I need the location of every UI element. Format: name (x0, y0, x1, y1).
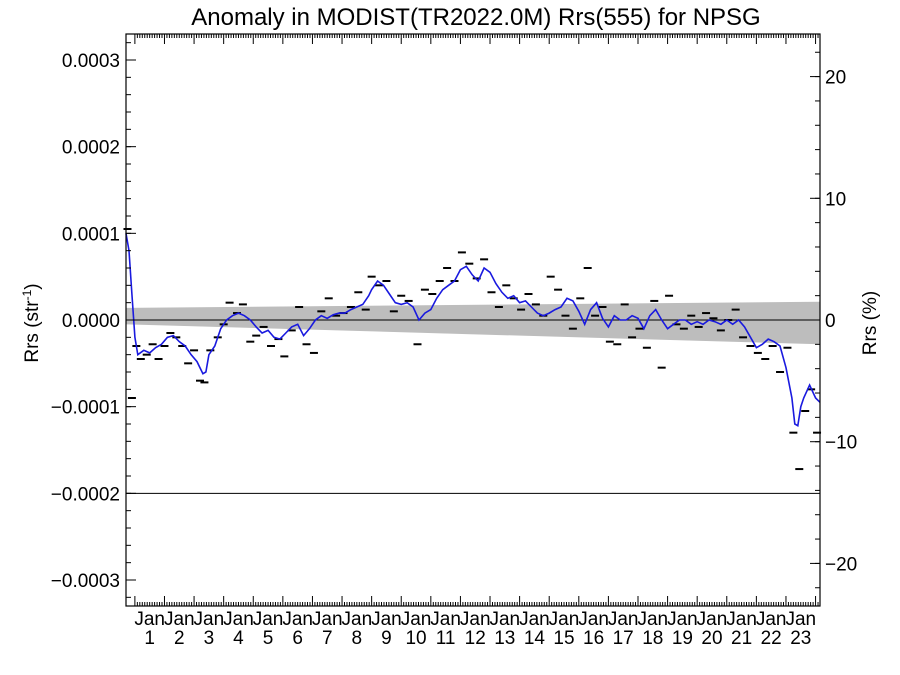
x-tick-label-year: 14 (524, 628, 546, 649)
svg-text:Rrs (str-1): Rrs (str-1) (20, 283, 43, 362)
x-tick-label-month: Jan (371, 609, 402, 630)
x-tick-label-month: Jan (667, 609, 698, 630)
x-tick-label-month: Jan (430, 609, 461, 630)
x-tick-label-month: Jan (223, 609, 254, 630)
y-tick-label-right: 20 (825, 68, 846, 89)
x-tick-label-month: Jan (164, 609, 195, 630)
x-tick-label-year: 2 (174, 628, 185, 649)
x-tick-label-year: 13 (494, 628, 515, 649)
y-tick-label-left: −0.0002 (51, 484, 120, 505)
x-tick-label-year: 1 (144, 628, 155, 649)
x-tick-label-month: Jan (697, 609, 728, 630)
x-tick-label-month: Jan (608, 609, 639, 630)
x-tick-label-year: 16 (583, 628, 604, 649)
x-tick-label-month: Jan (549, 609, 580, 630)
y-tick-label-left: −0.0003 (51, 571, 120, 592)
y-tick-label-right: 0 (825, 311, 836, 332)
y-tick-label-left: 0.0001 (62, 224, 120, 245)
x-tick-label-month: Jan (785, 609, 816, 630)
plot-area (123, 228, 822, 494)
y-axis-label-left-text: Rrs (str (22, 300, 43, 363)
x-tick-label-year: 19 (672, 628, 693, 649)
y-axis-label-left-sup: -1 (20, 289, 34, 300)
y-tick-label-left: 0.0003 (62, 51, 120, 72)
x-tick-label-year: 12 (465, 628, 486, 649)
x-tick-label-month: Jan (460, 609, 491, 630)
x-tick-label-year: 5 (263, 628, 274, 649)
y-axis-label-right: Rrs (%) (860, 291, 881, 355)
x-tick-label-month: Jan (134, 609, 165, 630)
y-tick-label-right: −20 (825, 554, 857, 575)
x-tick-label-year: 15 (553, 628, 574, 649)
x-tick-label-month: Jan (401, 609, 432, 630)
y-tick-label-left: −0.0001 (51, 398, 120, 419)
trend-band (126, 301, 820, 345)
y-axis-label-left-close: ) (22, 283, 43, 289)
x-tick-label-month: Jan (489, 609, 520, 630)
x-tick-label-month: Jan (194, 609, 225, 630)
y-axis-label-left: Rrs (str-1) (20, 283, 43, 362)
x-tick-label-year: 8 (352, 628, 363, 649)
x-tick-label-month: Jan (282, 609, 313, 630)
x-tick-label-year: 9 (381, 628, 392, 649)
y-tick-label-right: 10 (825, 189, 846, 210)
x-tick-label-month: Jan (342, 609, 373, 630)
y-tick-label-left: 0.0002 (62, 138, 120, 159)
x-tick-label-year: 23 (790, 628, 811, 649)
y-tick-label-right: −10 (825, 433, 857, 454)
smoothed-series-line (125, 233, 821, 427)
x-tick-label-year: 10 (405, 628, 426, 649)
x-tick-label-year: 7 (322, 628, 333, 649)
x-tick-label-month: Jan (726, 609, 757, 630)
chart-title: Anomaly in MODIST(TR2022.0M) Rrs(555) fo… (191, 4, 760, 31)
axes: 0.0003 0.0002 0.0001 0.0000 −0.0001 −0.0002 −0… (51, 33, 857, 649)
x-tick-label-month: Jan (253, 609, 284, 630)
x-tick-label-month: Jan (312, 609, 343, 630)
x-tick-label-year: 22 (761, 628, 782, 649)
x-tick-label-month: Jan (756, 609, 787, 630)
x-tick-label-year: 20 (701, 628, 722, 649)
x-tick-label-year: 4 (233, 628, 244, 649)
x-tick-label-year: 11 (436, 628, 456, 649)
x-tick-label-month: Jan (637, 609, 668, 630)
x-tick-label-year: 3 (204, 628, 215, 649)
x-tick-label-year: 6 (292, 628, 303, 649)
y-tick-label-left: 0.0000 (62, 311, 120, 332)
x-tick-label-year: 17 (613, 628, 634, 649)
x-tick-label-month: Jan (578, 609, 609, 630)
x-tick-label-year: 18 (642, 628, 663, 649)
x-tick-label-year: 21 (731, 628, 752, 649)
x-tick-label-month: Jan (519, 609, 550, 630)
